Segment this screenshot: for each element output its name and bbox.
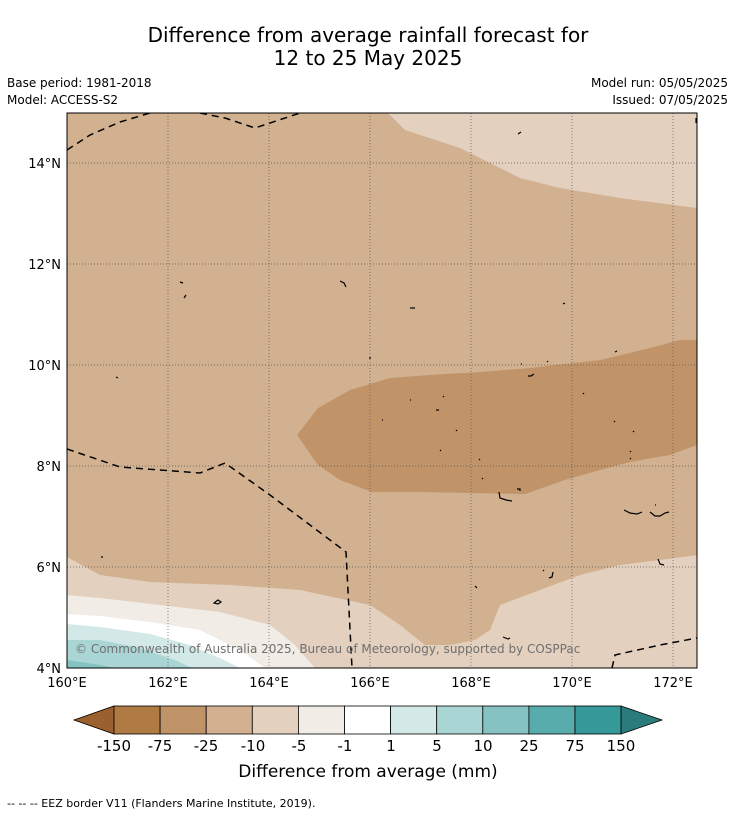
base-period-text: Base period: 1981-2018 bbox=[7, 76, 152, 90]
colorbar-tick-labels: -150 -75 -25 -10 -5 -1 1 5 10 25 75 150 bbox=[97, 737, 635, 755]
lat-label: 4°N bbox=[37, 662, 62, 677]
lon-label: 172°E bbox=[653, 676, 693, 691]
latitude-labels: 14°N 12°N 10°N 8°N 6°N 4°N bbox=[28, 157, 61, 677]
longitude-labels: 160°E 162°E 164°E 166°E 168°E 170°E 172°… bbox=[47, 676, 693, 691]
anomaly-region-central-dry bbox=[297, 340, 697, 494]
colorbar-swatch bbox=[297, 705, 345, 735]
colorbar-swatch bbox=[251, 705, 299, 735]
colorbar-swatch bbox=[159, 705, 207, 735]
colorbar-tick-label: 25 bbox=[519, 737, 538, 755]
lon-label: 166°E bbox=[350, 676, 390, 691]
lon-label: 160°E bbox=[47, 676, 87, 691]
lon-label: 162°E bbox=[148, 676, 188, 691]
model-text: Model: ACCESS-S2 bbox=[7, 93, 119, 107]
colorbar-swatch bbox=[482, 705, 530, 735]
colorbar-tick-label: -75 bbox=[148, 737, 173, 755]
colorbar-tick-label: -10 bbox=[241, 737, 266, 755]
colorbar-swatch bbox=[113, 705, 161, 735]
map-frame bbox=[66, 112, 698, 669]
anomaly-region-northeast bbox=[388, 113, 697, 208]
anomaly-region-wet-moderate bbox=[67, 640, 192, 668]
issued-text: Issued: 07/05/2025 bbox=[612, 93, 728, 107]
lat-label: 10°N bbox=[28, 359, 61, 374]
colorbar-swatch bbox=[574, 705, 622, 735]
anomaly-region-wet-high bbox=[67, 660, 115, 668]
colorbar-tick-label: 5 bbox=[432, 737, 442, 755]
map-gridlines bbox=[67, 113, 697, 668]
colorbar-swatch bbox=[528, 705, 576, 735]
lon-label: 164°E bbox=[249, 676, 289, 691]
colorbar-tick-label: 75 bbox=[565, 737, 584, 755]
colorbar-tick-label: -5 bbox=[292, 737, 307, 755]
eez-borders bbox=[67, 113, 697, 668]
lat-label: 12°N bbox=[28, 258, 61, 273]
colorbar-swatch bbox=[390, 705, 438, 735]
colorbar-tick-label: -150 bbox=[97, 737, 131, 755]
colorbar-tick-label: -1 bbox=[338, 737, 353, 755]
colorbar-tick-label: 150 bbox=[607, 737, 636, 755]
lon-label: 170°E bbox=[552, 676, 592, 691]
map-area bbox=[67, 113, 697, 668]
islands bbox=[101, 118, 697, 640]
colorbar-tick-label: 1 bbox=[386, 737, 396, 755]
colorbar-extend-high bbox=[620, 705, 664, 735]
colorbar-tick-label: 10 bbox=[473, 737, 492, 755]
colorbar-extend-low bbox=[72, 705, 115, 735]
colorbar bbox=[72, 705, 664, 735]
map-title-line-1: Difference from average rainfall forecas… bbox=[147, 23, 589, 47]
copyright-text: © Commonwealth of Australia 2025, Bureau… bbox=[75, 642, 580, 656]
colorbar-swatch bbox=[436, 705, 484, 735]
model-run-text: Model run: 05/05/2025 bbox=[590, 76, 728, 90]
colorbar-tick-label: -25 bbox=[194, 737, 219, 755]
colorbar-swatch bbox=[205, 705, 253, 735]
lon-label: 168°E bbox=[451, 676, 491, 691]
map-title-line-2: 12 to 25 May 2025 bbox=[273, 46, 463, 70]
lat-label: 14°N bbox=[28, 157, 61, 172]
eez-legend-note: -- -- -- EEZ border V11 (Flanders Marine… bbox=[7, 797, 316, 810]
colorbar-title: Difference from average (mm) bbox=[238, 762, 498, 782]
lat-label: 6°N bbox=[37, 561, 62, 576]
colorbar-swatch bbox=[344, 705, 391, 735]
lat-label: 8°N bbox=[37, 460, 62, 475]
